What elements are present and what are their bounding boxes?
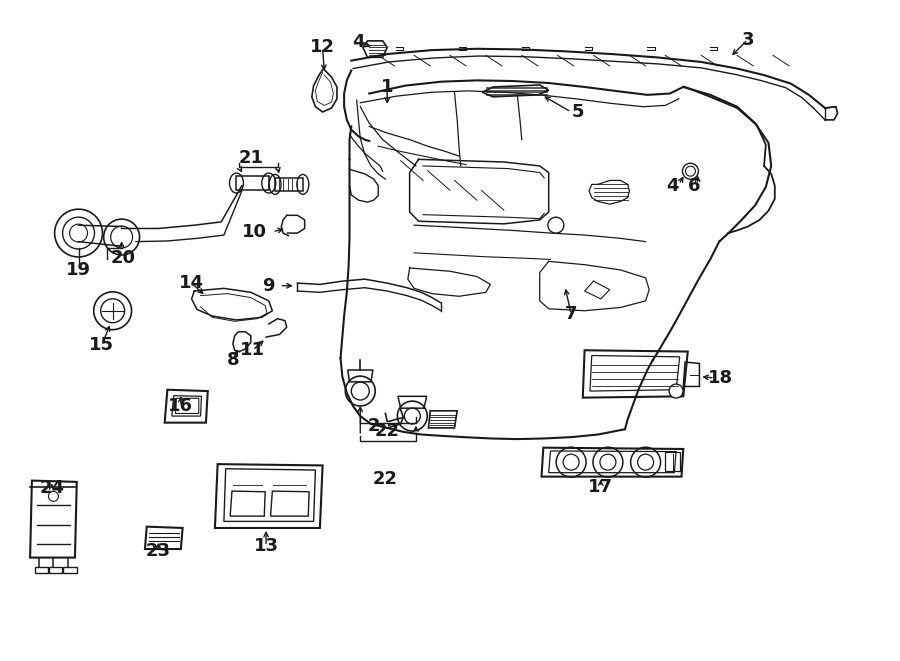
Text: 1: 1 xyxy=(381,78,393,96)
Text: 10: 10 xyxy=(242,223,267,241)
Text: 4: 4 xyxy=(352,33,365,51)
Text: 15: 15 xyxy=(89,336,114,354)
Text: 18: 18 xyxy=(708,369,734,387)
Text: 8: 8 xyxy=(227,351,239,369)
Text: 6: 6 xyxy=(688,176,700,195)
Text: 24: 24 xyxy=(39,479,64,498)
Text: 17: 17 xyxy=(589,478,613,496)
Text: 3: 3 xyxy=(742,30,754,48)
Text: 4: 4 xyxy=(666,176,679,195)
Text: 12: 12 xyxy=(310,38,335,56)
Text: 5: 5 xyxy=(572,103,584,121)
Text: 20: 20 xyxy=(111,249,136,267)
Text: 16: 16 xyxy=(168,397,194,415)
Text: 22: 22 xyxy=(373,469,398,488)
Text: 22: 22 xyxy=(374,422,400,440)
Text: 21: 21 xyxy=(238,149,264,167)
Text: 23: 23 xyxy=(146,542,171,560)
Text: 2: 2 xyxy=(367,417,380,435)
Text: 13: 13 xyxy=(254,537,279,555)
Text: 11: 11 xyxy=(240,341,266,359)
Circle shape xyxy=(669,384,683,398)
Circle shape xyxy=(682,163,698,179)
Text: 19: 19 xyxy=(66,261,91,279)
Text: 14: 14 xyxy=(179,274,204,292)
Text: 7: 7 xyxy=(565,305,578,323)
Text: 9: 9 xyxy=(263,277,275,295)
